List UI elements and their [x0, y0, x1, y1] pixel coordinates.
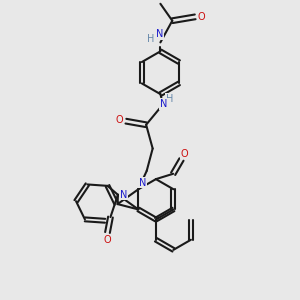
Text: O: O	[198, 12, 206, 22]
Text: O: O	[116, 115, 123, 125]
Text: O: O	[104, 235, 111, 245]
Text: O: O	[181, 148, 188, 159]
Text: H: H	[147, 34, 155, 44]
Text: N: N	[120, 190, 127, 200]
Text: N: N	[139, 178, 146, 188]
Text: H: H	[166, 94, 173, 103]
Text: N: N	[160, 99, 167, 109]
Text: N: N	[156, 29, 164, 39]
